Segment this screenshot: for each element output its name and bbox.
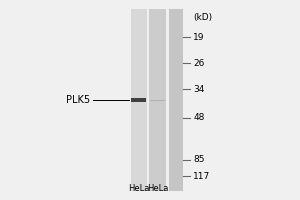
- Bar: [131, 98, 146, 102]
- Text: 85: 85: [193, 155, 205, 164]
- Text: 117: 117: [193, 172, 211, 181]
- Text: HeLa: HeLa: [128, 184, 149, 193]
- Bar: [169, 9, 183, 191]
- Text: 19: 19: [193, 33, 205, 42]
- Text: 34: 34: [193, 85, 205, 94]
- Bar: [130, 9, 147, 191]
- Bar: [150, 100, 165, 101]
- Text: 26: 26: [193, 59, 205, 68]
- Text: (kD): (kD): [193, 13, 212, 22]
- Text: PLK5: PLK5: [66, 95, 90, 105]
- Bar: [149, 9, 166, 191]
- Text: 48: 48: [193, 113, 205, 122]
- Text: HeLa: HeLa: [147, 184, 168, 193]
